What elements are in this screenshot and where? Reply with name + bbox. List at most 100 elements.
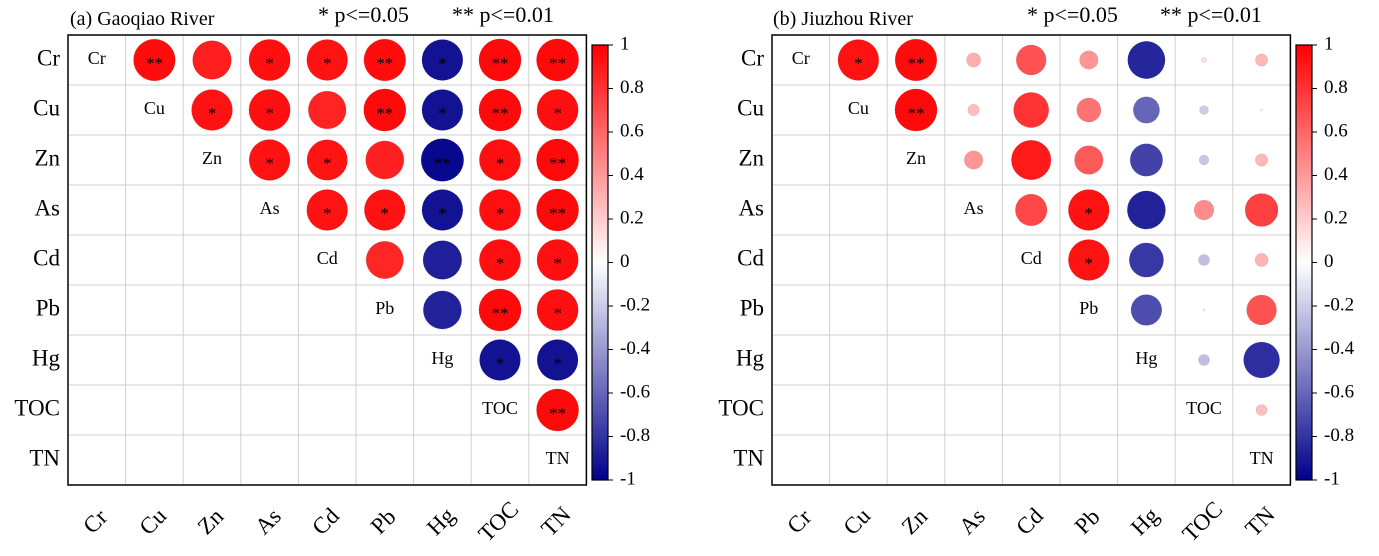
correlation-circle [1126, 190, 1166, 230]
diagonal-label: TOC [1186, 398, 1222, 418]
correlation-circle [248, 89, 291, 131]
significance-mark: * [553, 254, 562, 273]
correlation-circle [306, 139, 348, 181]
significance-mark: * [323, 154, 332, 173]
y-tick-label: Hg [736, 345, 765, 370]
correlation-circle [1198, 254, 1210, 266]
correlation-circle [306, 39, 348, 81]
correlation-circle [307, 90, 347, 130]
x-tick-label: As [250, 504, 286, 540]
y-tick-label: TN [29, 445, 60, 470]
colorbar-tick-label: 0.8 [620, 77, 644, 98]
y-tick-label: Cr [37, 45, 60, 70]
significance-mark: * [553, 304, 562, 323]
correlation-circle [422, 240, 463, 280]
correlation-circle [421, 189, 464, 231]
x-tick-label: Cr [78, 504, 112, 538]
diagonal-label: Hg [431, 348, 453, 368]
correlation-circle [1132, 96, 1160, 124]
correlation-circle [192, 40, 232, 80]
significance-mark: ** [549, 54, 566, 73]
y-tick-label: Cr [741, 45, 764, 70]
diagonal-label: Hg [1135, 348, 1157, 368]
correlation-circle [1068, 239, 1110, 281]
colorbar-tick-label: -0.4 [1324, 338, 1355, 359]
correlation-circle [1013, 92, 1050, 128]
colorbar-tick-label: -0.6 [620, 381, 650, 402]
correlation-circle [306, 189, 348, 231]
correlation-circle [1129, 143, 1163, 177]
correlation-circle [1011, 139, 1052, 181]
diagonal-label: Pb [1079, 298, 1098, 318]
correlation-circle [422, 290, 462, 330]
significance-mark: * [265, 104, 274, 123]
panel-jiuzhou: (b) Jiuzhou River * p<=0.05 ** p<=0.01 C… [718, 2, 1354, 546]
diagonal-label: Zn [906, 148, 926, 168]
correlation-circle [421, 39, 464, 81]
y-tick-label: Pb [740, 295, 764, 320]
correlation-circle [420, 138, 465, 182]
diagonal-label: Pb [375, 298, 394, 318]
sig-legend-single: * p<=0.05 [1027, 2, 1118, 27]
x-tick-label: Cu [135, 503, 172, 540]
significance-mark: ** [908, 104, 925, 123]
correlation-circle [536, 388, 580, 432]
x-tick-label: Cd [1011, 503, 1048, 540]
y-tick-label: As [34, 195, 60, 220]
correlation-circle [1015, 44, 1047, 76]
x-tick-label: As [954, 504, 990, 540]
x-tick-label: TOC [1177, 496, 1227, 546]
correlation-circle [536, 89, 579, 131]
diagonal-label: Cu [144, 98, 165, 118]
colorbar-tick-label: 0 [1324, 251, 1334, 272]
significance-mark: * [323, 54, 332, 73]
colorbar-tick-label: 0.6 [1324, 120, 1348, 141]
x-tick-label: Hg [422, 502, 460, 540]
correlation-circle [421, 89, 464, 131]
colorbar-tick-label: 0 [620, 251, 630, 272]
correlation-circle [1015, 193, 1048, 227]
significance-mark: ** [434, 154, 451, 173]
correlation-circle [365, 241, 404, 280]
x-tick-label: TOC [473, 496, 523, 546]
correlation-circle [837, 39, 880, 81]
correlation-circle [478, 38, 522, 82]
significance-mark: * [438, 104, 447, 123]
significance-mark: ** [492, 104, 509, 123]
correlation-circle [964, 150, 984, 170]
x-tick-label: TN [536, 501, 576, 541]
correlation-circle [536, 138, 580, 182]
diagonal-label: As [260, 198, 280, 218]
significance-mark: ** [146, 54, 163, 73]
correlation-circle [1198, 154, 1210, 166]
x-tick-label: TN [1240, 501, 1280, 541]
correlation-circle [1127, 40, 1166, 80]
significance-mark: * [854, 54, 863, 73]
diagonal-label: As [964, 198, 984, 218]
colorbar-tick-label: 0.4 [1324, 164, 1348, 185]
correlation-circle [894, 38, 938, 82]
diagonal-label: Cr [792, 48, 810, 68]
grid-lines [68, 35, 587, 485]
diagonal-label: TN [1250, 448, 1274, 468]
significance-mark: * [265, 154, 274, 173]
colorbar-tick-label: -0.2 [1324, 294, 1354, 315]
panel-gaoqiao: (a) Gaoqiao River * p<=0.05 ** p<=0.01 C… [14, 2, 650, 546]
diagonal-label: TN [546, 448, 570, 468]
correlation-circle [479, 339, 521, 381]
y-tick-label: Pb [36, 295, 60, 320]
x-tick-label: Cd [307, 503, 344, 540]
significance-mark: ** [549, 154, 566, 173]
correlation-circle [1199, 105, 1209, 115]
correlation-circle [1076, 97, 1102, 123]
significance-mark: * [496, 254, 505, 273]
significance-mark: * [496, 354, 505, 373]
correlation-circle [894, 88, 938, 132]
significance-mark: * [438, 204, 447, 223]
correlation-circle [1246, 294, 1277, 326]
sig-legend-single: * p<=0.05 [318, 2, 409, 27]
correlation-circle [1079, 50, 1099, 70]
correlation-circle [536, 188, 580, 232]
significance-mark: * [438, 54, 447, 73]
grid-lines [772, 35, 1291, 485]
